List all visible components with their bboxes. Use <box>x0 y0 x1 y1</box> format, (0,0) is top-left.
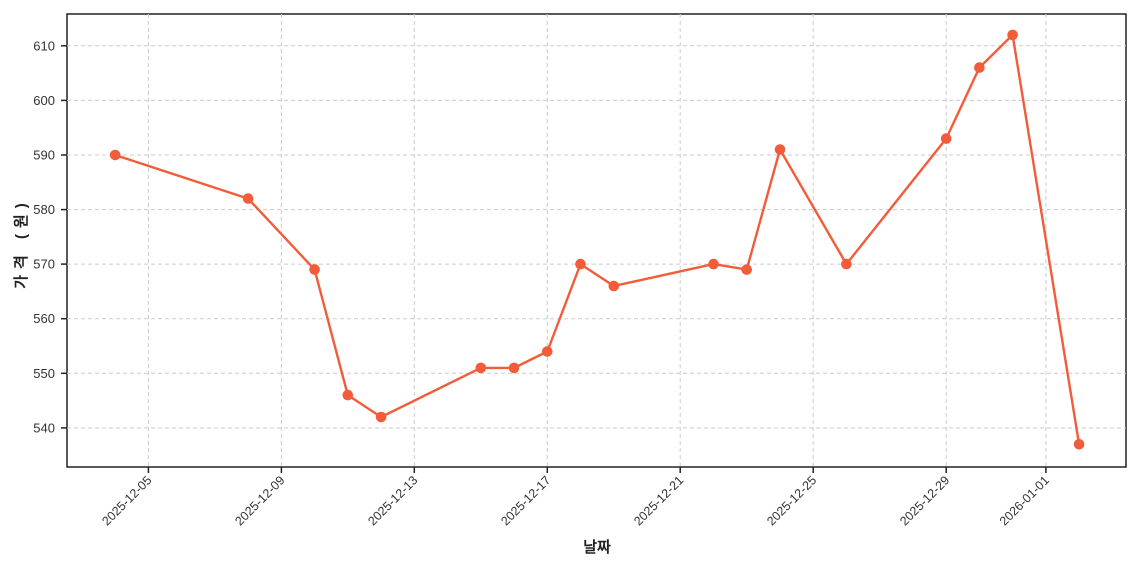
svg-text:2025-12-05: 2025-12-05 <box>99 473 154 528</box>
svg-text:550: 550 <box>33 366 55 381</box>
svg-text:2025-12-21: 2025-12-21 <box>631 473 686 528</box>
svg-text:2025-12-25: 2025-12-25 <box>764 473 819 528</box>
svg-text:600: 600 <box>33 93 55 108</box>
svg-text:560: 560 <box>33 311 55 326</box>
svg-text:2026-01-01: 2026-01-01 <box>997 473 1052 528</box>
svg-text:540: 540 <box>33 420 55 435</box>
svg-text:590: 590 <box>33 148 55 163</box>
svg-text:570: 570 <box>33 257 55 272</box>
svg-text:610: 610 <box>33 38 55 53</box>
svg-text:2025-12-09: 2025-12-09 <box>232 473 287 528</box>
svg-text:2025-12-13: 2025-12-13 <box>365 473 420 528</box>
svg-text:2025-12-17: 2025-12-17 <box>498 473 553 528</box>
svg-text:2025-12-29: 2025-12-29 <box>897 473 952 528</box>
svg-text:580: 580 <box>33 202 55 217</box>
